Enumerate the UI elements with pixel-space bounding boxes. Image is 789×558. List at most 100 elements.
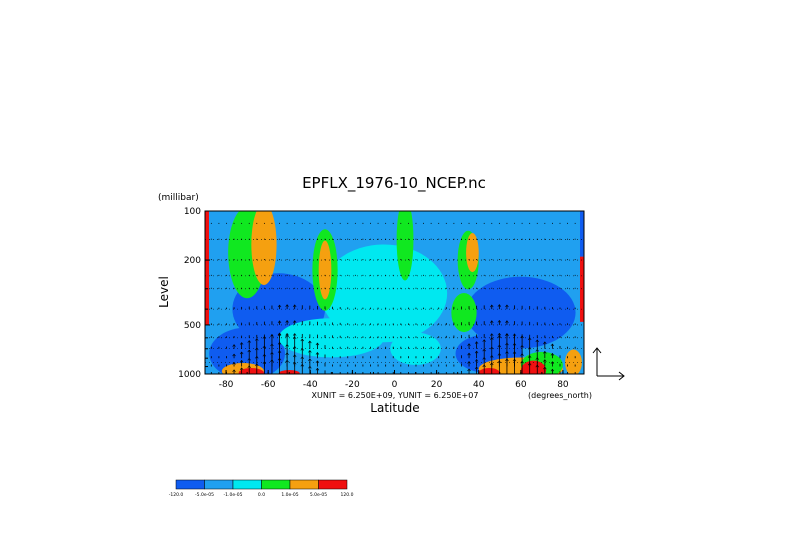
edge-strip-south xyxy=(205,211,209,326)
flux-arrow-head xyxy=(474,341,479,344)
contour-region xyxy=(478,368,500,374)
flux-arrow-head xyxy=(232,361,236,365)
flux-arrow-head xyxy=(474,359,479,362)
flux-arrow-head xyxy=(535,348,539,352)
flux-arrow-head xyxy=(277,320,282,324)
colorbar-label: -5.0e-05 xyxy=(195,492,214,498)
reference-vector-arrows xyxy=(592,347,625,381)
flux-arrow-head xyxy=(315,342,320,346)
flux-arrow-head xyxy=(497,304,502,307)
flux-arrow-head xyxy=(247,340,251,343)
contour-region xyxy=(466,276,576,349)
edge-strip-north xyxy=(580,256,584,322)
flux-arrow-head xyxy=(482,348,486,352)
contour-region xyxy=(565,349,582,374)
flux-arrow-head xyxy=(315,367,320,371)
flux-arrow-head xyxy=(277,332,282,336)
flux-arrow-head xyxy=(550,361,555,364)
x-tick-label: 40 xyxy=(473,380,485,390)
chart-title: EPFLX_1976-10_NCEP.nc xyxy=(302,174,486,193)
flux-arrow-head xyxy=(467,361,471,364)
flux-arrow-head xyxy=(277,333,282,336)
x-unit-label: (degrees_north) xyxy=(528,391,592,400)
flux-arrow-head xyxy=(292,320,297,323)
contour-region xyxy=(390,332,441,366)
edge-strip-north-top xyxy=(580,211,584,257)
y-unit-label: (millibar) xyxy=(158,193,199,203)
x-tick-label: 60 xyxy=(515,380,527,390)
flux-arrow-head xyxy=(543,366,547,370)
colorbar-swatch xyxy=(261,479,291,490)
flux-arrow-head xyxy=(239,351,244,355)
flux-arrow-head xyxy=(550,368,555,372)
flux-arrow-head xyxy=(490,304,494,308)
flux-arrow-head xyxy=(505,320,509,323)
flux-arrow-head xyxy=(292,333,297,336)
flux-arrow-head xyxy=(285,332,289,336)
flux-arrow-head xyxy=(474,366,479,370)
x-tick-label: -80 xyxy=(219,380,234,390)
x-tick-label: -60 xyxy=(261,380,276,390)
colorbar-label: 5.0e-05 xyxy=(310,492,327,498)
x-axis-label: Latitude xyxy=(370,401,419,415)
colorbar-label: 120.0 xyxy=(341,492,354,498)
flux-arrow-head xyxy=(285,304,289,307)
x-tick-label: 20 xyxy=(431,380,443,390)
flux-arrow-head xyxy=(315,360,320,364)
contour-region xyxy=(209,327,285,374)
flux-arrow-head xyxy=(543,359,547,362)
colorbar-swatch xyxy=(175,479,205,490)
contour-region xyxy=(238,368,264,374)
colorbar-swatch xyxy=(204,479,234,490)
flux-arrow-head xyxy=(300,338,305,342)
colorbar-label: -1.0e-05 xyxy=(224,492,243,498)
colorbar-label: 0.0 xyxy=(258,492,265,498)
x-tick-label: -20 xyxy=(345,380,360,390)
vector-scale-text: XUNIT = 6.250E+09, YUNIT = 6.250E+07 xyxy=(312,391,479,400)
flux-arrow-head xyxy=(315,352,320,355)
colorbar: -120.0 -5.0e-05 -1.0e-05 0.0 1.0e-05 5.0e-05 1… xyxy=(169,479,354,498)
flux-arrow-head xyxy=(482,339,486,342)
flux-arrow-head xyxy=(505,304,509,308)
flux-arrow-head xyxy=(467,368,471,372)
contour-region xyxy=(251,211,277,286)
y-tick-label: 200 xyxy=(184,256,201,266)
flux-arrow-head xyxy=(550,352,555,356)
contour-field xyxy=(205,211,584,374)
flux-arrow-head xyxy=(474,350,479,354)
colorbar-label: 1.0e-05 xyxy=(281,492,298,498)
colorbar-label: -120.0 xyxy=(169,492,184,498)
contour-region xyxy=(520,360,547,374)
flux-arrow-head xyxy=(239,342,244,345)
y-tick-label: 1000 xyxy=(178,370,201,380)
flux-arrow-head xyxy=(308,340,312,344)
y-axis-label: Level xyxy=(157,276,171,308)
contour-region xyxy=(396,211,414,281)
vector-field xyxy=(210,222,576,374)
flux-arrow-head xyxy=(543,341,547,345)
flux-arrow-head xyxy=(467,352,471,356)
colorbar-swatch xyxy=(232,479,262,490)
flux-arrow-head xyxy=(239,359,244,363)
x-tick-label: -40 xyxy=(303,380,318,390)
contour-region xyxy=(466,233,479,273)
x-tick-label: 0 xyxy=(392,380,398,390)
x-axis-ticks: -80 -60 -40 -20 0 20 40 60 80 xyxy=(204,370,585,390)
flux-arrow-head xyxy=(247,357,251,361)
flux-arrow-head xyxy=(255,338,259,341)
flux-arrow-head xyxy=(497,319,502,323)
flux-arrow-head xyxy=(232,369,236,373)
contour-region xyxy=(278,318,384,358)
flux-arrow-head xyxy=(239,367,244,371)
flux-arrow-head xyxy=(277,304,282,308)
flux-arrow-head xyxy=(308,349,312,353)
flux-arrow-head xyxy=(535,339,539,343)
flux-arrow-head xyxy=(543,350,547,354)
flux-arrow-head xyxy=(247,349,251,353)
colorbar-swatch xyxy=(289,479,319,490)
flux-arrow-head xyxy=(285,320,289,323)
contour-region xyxy=(318,240,332,300)
flux-arrow-head xyxy=(490,333,494,336)
